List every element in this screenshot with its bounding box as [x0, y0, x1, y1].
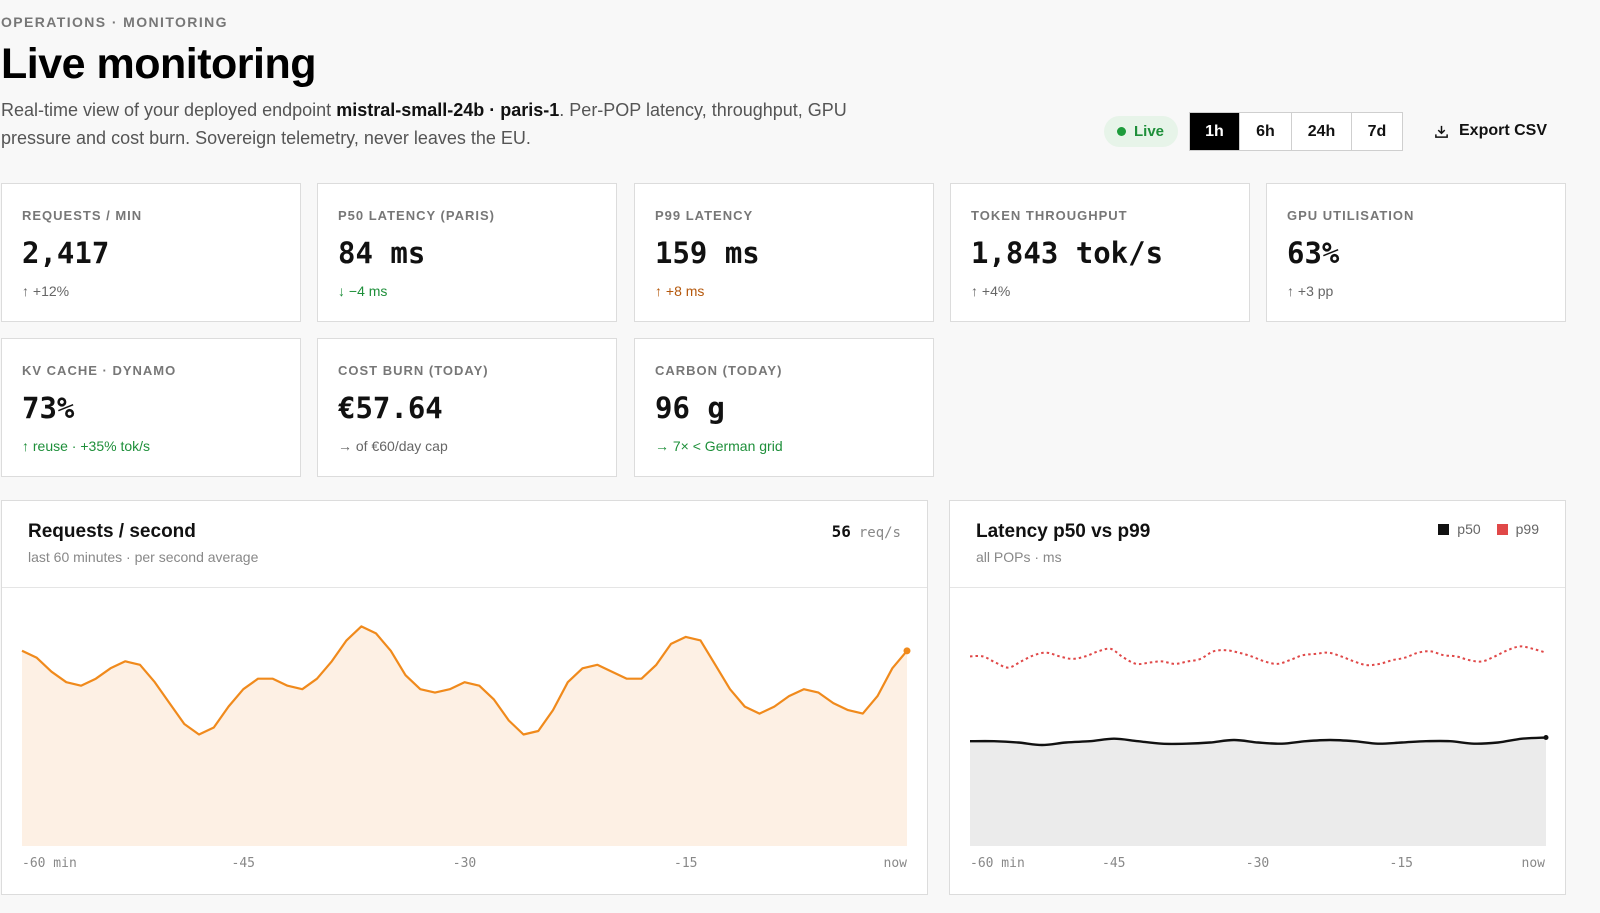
x-tick-label: now: [883, 856, 907, 871]
x-tick-label: -15: [1389, 856, 1413, 871]
time-range-selector: 1h 6h 24h 7d: [1189, 112, 1403, 151]
live-badge[interactable]: Live: [1104, 116, 1179, 147]
range-button-6h[interactable]: 6h: [1239, 113, 1291, 150]
x-axis: -60 min -45 -30 -15 now: [22, 856, 907, 872]
subtitle-suffix: . Per-POP latency, throughput, GPU press…: [1, 100, 847, 148]
chart-subtitle: last 60 minutes · per second average: [28, 549, 259, 565]
legend-swatch-p99: [1496, 523, 1508, 535]
kpi-label: REQUESTS / MIN: [22, 208, 143, 223]
range-button-24h[interactable]: 24h: [1291, 113, 1351, 150]
page-title: Live monitoring: [1, 40, 317, 88]
x-axis: -60 min -45 -30 -15 now: [970, 856, 1545, 872]
kpi-label: P99 LATENCY: [655, 208, 754, 223]
chart-legend: p50 p99: [1438, 521, 1539, 537]
kpi-value: 1,843 tok/s: [971, 236, 1164, 270]
subtitle-prefix: Real-time view of your deployed endpoint: [1, 100, 337, 120]
kpi-label: GPU UTILISATION: [1287, 208, 1415, 223]
x-tick-label: -45: [1102, 856, 1126, 871]
live-dot-icon: [1117, 127, 1126, 136]
requests-chart-panel: Requests / second last 60 minutes · per …: [1, 500, 928, 895]
requests-line: [21, 625, 908, 736]
kpi-label: P50 LATENCY (PARIS): [338, 208, 495, 223]
kpi-label: CARBON (TODAY): [655, 363, 783, 378]
legend-swatch-p50: [1438, 523, 1450, 535]
x-tick-label: -30: [452, 856, 477, 871]
kpi-label: TOKEN THROUGHPUT: [971, 208, 1128, 223]
kpi-card-token-throughput: TOKEN THROUGHPUT 1,843 tok/s ↑ +4%: [950, 183, 1250, 322]
x-tick-label: -15: [674, 856, 698, 871]
requests-chart-plot: [21, 625, 911, 846]
kpi-value: €57.64: [338, 391, 443, 425]
kpi-delta: ↑ +8 ms: [655, 283, 705, 299]
range-button-1h[interactable]: 1h: [1190, 113, 1239, 150]
current-rate-unit: req/s: [858, 525, 901, 541]
latency-chart-panel: Latency p50 vs p99 all POPs · ms p50 p99…: [949, 500, 1566, 895]
page-eyebrow: OPERATIONS · MONITORING: [1, 14, 228, 30]
kpi-value: 159 ms: [655, 236, 760, 270]
legend-item-p50: p50: [1438, 521, 1481, 537]
p99-line: [969, 645, 1547, 669]
kpi-delta: ↑ reuse · +35% tok/s: [22, 438, 151, 454]
p50-current-point: [1543, 734, 1549, 740]
kpi-delta: ↓ −4 ms: [338, 283, 388, 299]
panel-header: Requests / second last 60 minutes · per …: [2, 501, 927, 588]
chart-subtitle: all POPs · ms: [976, 549, 1062, 565]
x-tick-label: -30: [1245, 856, 1270, 871]
legend-label-p50: p50: [1457, 521, 1481, 537]
kpi-delta: ↑ +12%: [22, 283, 70, 299]
kpi-delta: ↑ +4%: [971, 283, 1011, 299]
chart-title: Requests / second: [28, 521, 196, 542]
legend-item-p99: p99: [1496, 521, 1539, 537]
download-icon: [1435, 125, 1448, 138]
kpi-value: 73%: [22, 391, 75, 425]
kpi-label: COST BURN (TODAY): [338, 363, 489, 378]
kpi-value: 84 ms: [338, 236, 426, 270]
panel-header: Latency p50 vs p99 all POPs · ms p50 p99: [950, 501, 1565, 588]
p50-area-fill: [970, 737, 1546, 846]
x-tick-label: -60 min: [22, 856, 77, 871]
kpi-card-p50-latency: P50 LATENCY (PARIS) 84 ms ↓ −4 ms: [317, 183, 617, 322]
kpi-card-gpu-utilisation: GPU UTILISATION 63% ↑ +3 pp: [1266, 183, 1566, 322]
live-label: Live: [1134, 123, 1165, 140]
export-csv-label: Export CSV: [1459, 122, 1548, 139]
x-tick-label: -45: [231, 856, 255, 871]
kpi-value: 96 g: [655, 391, 725, 425]
kpi-value: 63%: [1287, 236, 1340, 270]
x-tick-label: now: [1521, 856, 1545, 871]
kpi-card-carbon: CARBON (TODAY) 96 g → 7× < German grid: [634, 338, 934, 477]
endpoint-name: mistral-small-24b · paris-1: [336, 100, 560, 120]
kpi-delta: ↑ +3 pp: [1287, 283, 1334, 299]
kpi-delta: → 7× < German grid: [655, 438, 783, 454]
current-rate-value: 56: [831, 522, 851, 541]
current-rate-readout: 56 req/s: [832, 522, 901, 541]
x-tick-label: -60 min: [970, 856, 1025, 871]
legend-label-p99: p99: [1515, 521, 1539, 537]
range-button-7d[interactable]: 7d: [1351, 113, 1402, 150]
kpi-card-kv-cache: KV CACHE · DYNAMO 73% ↑ reuse · +35% tok…: [1, 338, 301, 477]
requests-current-point: [903, 647, 911, 655]
kpi-delta: → of €60/day cap: [338, 438, 448, 454]
latency-chart-plot: [969, 645, 1549, 846]
page-subtitle: Real-time view of your deployed endpoint…: [1, 96, 901, 152]
requests-area-fill: [22, 626, 907, 846]
kpi-card-cost-burn: COST BURN (TODAY) €57.64 → of €60/day ca…: [317, 338, 617, 477]
export-csv-button[interactable]: Export CSV: [1434, 118, 1547, 144]
kpi-label: KV CACHE · DYNAMO: [22, 363, 177, 378]
kpi-value: 2,417: [22, 236, 110, 270]
kpi-card-requests-per-min: REQUESTS / MIN 2,417 ↑ +12%: [1, 183, 301, 322]
p50-line: [969, 736, 1547, 747]
kpi-card-p99-latency: P99 LATENCY 159 ms ↑ +8 ms: [634, 183, 934, 322]
chart-title: Latency p50 vs p99: [976, 521, 1151, 542]
